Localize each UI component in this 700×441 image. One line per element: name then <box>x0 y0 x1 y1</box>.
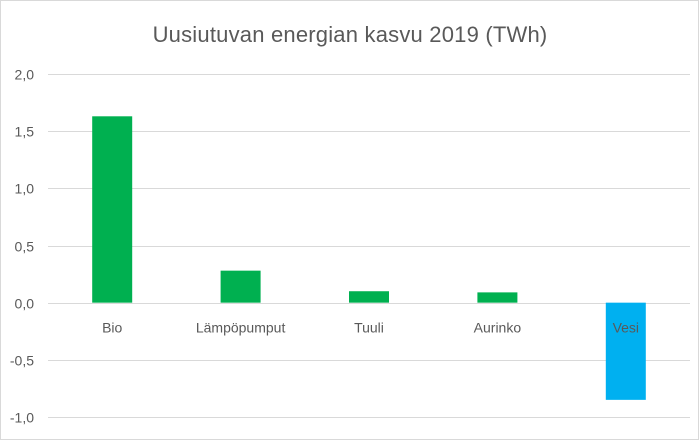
category-label: Lämpöpumput <box>196 320 286 336</box>
y-tick-label: 2,0 <box>15 67 35 83</box>
bar <box>605 302 646 400</box>
y-axis-ticks: 2,0 1,5 1,0 0,5 0,0 -0,5 -1,0 <box>10 67 34 426</box>
bar <box>349 291 389 303</box>
y-tick-label: 1,5 <box>15 124 35 140</box>
y-tick-label: -1,0 <box>10 410 34 426</box>
bar <box>477 292 518 303</box>
category-label: Aurinko <box>474 320 522 336</box>
bar <box>92 116 133 303</box>
y-tick-label: 1,0 <box>15 181 35 197</box>
gridlines <box>48 74 690 418</box>
category-labels: Bio Lämpöpumput Tuuli Aurinko Vesi <box>102 320 639 336</box>
chart-title: Uusiutuvan energian kasvu 2019 (TWh) <box>152 22 548 47</box>
category-label: Bio <box>102 320 122 336</box>
y-tick-label: 0,0 <box>15 296 35 312</box>
bar <box>220 270 261 303</box>
category-label: Vesi <box>613 320 639 336</box>
y-tick-label: 0,5 <box>15 239 35 255</box>
y-tick-label: -0,5 <box>10 353 34 369</box>
bars <box>92 116 646 400</box>
category-label: Tuuli <box>354 320 384 336</box>
